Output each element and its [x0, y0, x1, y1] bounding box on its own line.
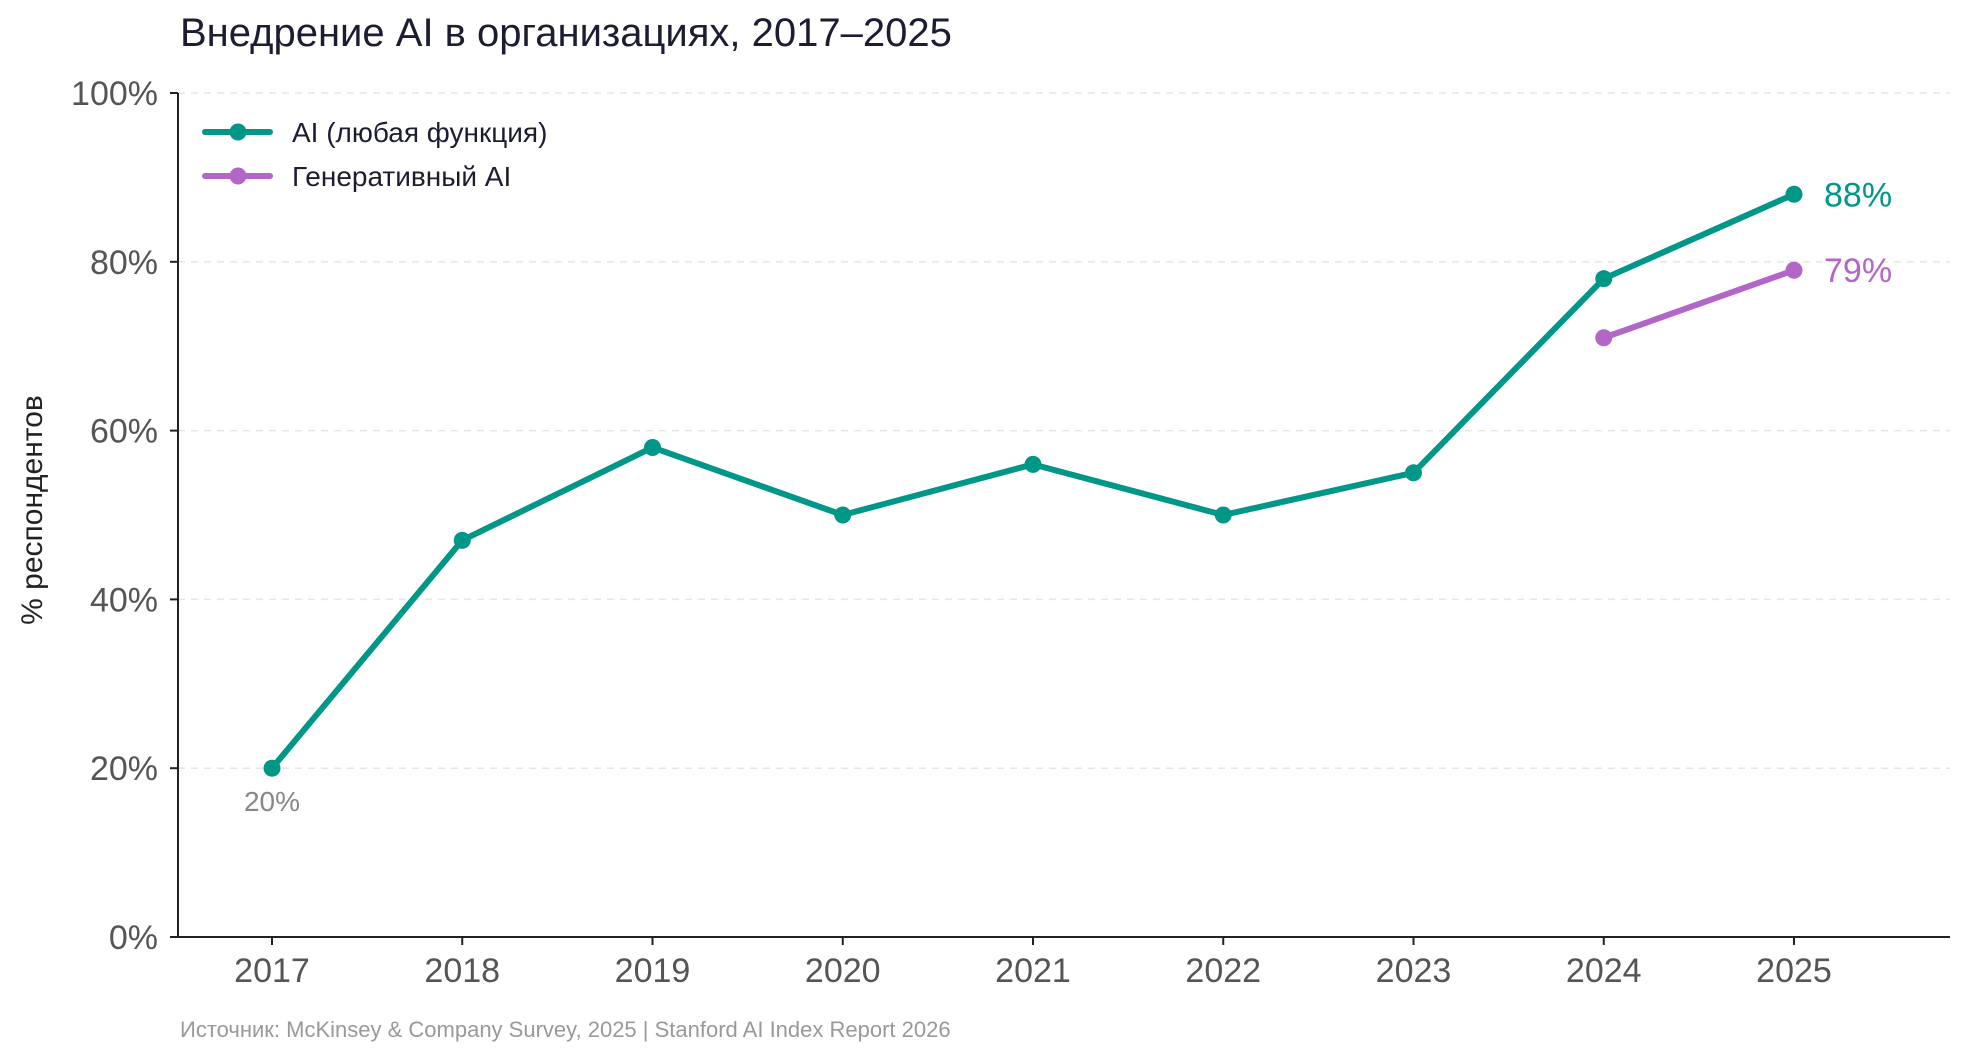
y-tick-label: 20% [90, 750, 158, 788]
data-point [1214, 506, 1232, 524]
x-tick-label: 2021 [995, 952, 1071, 990]
y-axis-ticks: 0% 20% 40% 60% 80% 100% [71, 75, 178, 957]
data-point [453, 531, 471, 549]
x-tick-label: 2020 [805, 952, 881, 990]
y-tick-label: 0% [109, 919, 158, 957]
series-1 [263, 185, 1803, 777]
series-line [1600, 267, 1797, 341]
data-label: 20% [244, 786, 300, 817]
x-tick-label: 2017 [234, 952, 310, 990]
data-point [1595, 270, 1613, 288]
data-point [1785, 185, 1803, 203]
data-label: 88% [1824, 176, 1892, 214]
series-2 [1595, 261, 1803, 347]
data-point [834, 506, 852, 524]
series-line [269, 191, 1797, 772]
data-label: 79% [1824, 252, 1892, 290]
data-point [644, 438, 661, 456]
x-tick-label: 2024 [1566, 952, 1642, 990]
legend-label: Генеративный AI [292, 161, 511, 192]
legend-label: AI (любая функция) [292, 117, 547, 148]
annotations: 20% 88% 79% [244, 176, 1892, 817]
grid [178, 92, 1950, 769]
legend-swatch-marker [229, 167, 247, 185]
x-tick-label: 2019 [615, 952, 691, 990]
data-point [1024, 455, 1042, 473]
x-tick-label: 2025 [1756, 952, 1832, 990]
chart-title: Внедрение AI в организациях, 2017–2025 [180, 11, 952, 55]
y-tick-label: 100% [71, 75, 158, 113]
data-point [1595, 329, 1613, 347]
legend-swatch-marker [229, 123, 247, 141]
x-tick-label: 2018 [424, 952, 500, 990]
x-tick-label: 2023 [1376, 952, 1452, 990]
x-axis-ticks: 2017 2018 2019 2020 2021 2022 2023 2024 2025 [234, 937, 1832, 990]
legend: AI (любая функция) Генеративный AI [202, 117, 547, 192]
data-point [1785, 261, 1803, 279]
x-tick-label: 2022 [1185, 952, 1261, 990]
series-layer [263, 185, 1803, 777]
y-tick-label: 40% [90, 581, 158, 619]
axes [177, 93, 1950, 938]
data-point [263, 759, 281, 777]
y-axis-label: % респондентов [16, 395, 49, 625]
data-point [1405, 464, 1422, 482]
source-note: Источник: McKinsey & Company Survey, 202… [180, 1017, 951, 1042]
y-tick-label: 80% [90, 244, 158, 282]
y-tick-label: 60% [90, 413, 158, 451]
